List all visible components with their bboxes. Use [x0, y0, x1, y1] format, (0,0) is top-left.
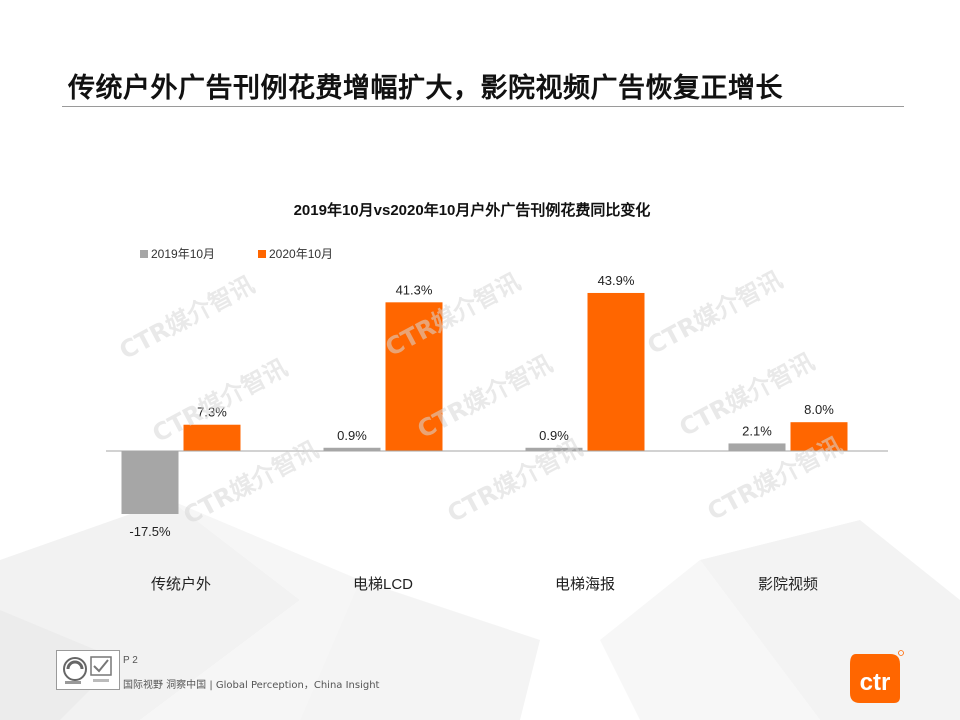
data-label-2019-0: -17.5% [129, 524, 171, 539]
footer-slogan: 国际视野 洞察中国 | Global Perception，China Insi… [123, 680, 380, 691]
category-label-0: 传统户外 [151, 576, 211, 593]
data-label-2019-2: 0.9% [539, 428, 569, 443]
page-title: 传统户外广告刊例花费增幅扩大，影院视频广告恢复正增长 [68, 73, 783, 104]
legend-swatch-2019 [140, 250, 148, 258]
chart-title: 2019年10月vs2020年10月户外广告刊例花费同比变化 [294, 201, 651, 219]
page-number: P 2 [123, 655, 138, 666]
certification-logos-icon [56, 650, 120, 690]
bar-2019-3 [728, 443, 786, 451]
bar-2019-2 [525, 447, 583, 451]
legend-swatch-2020 [258, 250, 266, 258]
bar-2020-3 [790, 422, 848, 451]
category-label-1: 电梯LCD [353, 576, 413, 593]
bar-2020-1 [385, 302, 443, 451]
bar-chart: 2019年10月vs2020年10月户外广告刊例花费同比变化 2019年10月 … [106, 201, 888, 593]
legend-label-2020: 2020年10月 [269, 247, 333, 261]
bar-2019-1 [323, 447, 381, 451]
bar-2019-0 [121, 451, 179, 514]
data-label-2019-1: 0.9% [337, 428, 367, 443]
data-label-2019-3: 2.1% [742, 423, 772, 438]
category-label-3: 影院视频 [758, 575, 818, 593]
ctr-logo-icon: ctr [850, 650, 904, 703]
bar-2020-2 [587, 292, 645, 451]
data-label-2020-1: 41.3% [396, 282, 433, 297]
title-divider [62, 106, 904, 107]
data-label-2020-2: 43.9% [598, 273, 635, 288]
legend-label-2019: 2019年10月 [151, 247, 215, 261]
data-label-2020-0: 7.3% [197, 405, 227, 420]
category-label-2: 电梯海报 [555, 576, 615, 593]
brand-text: ctr [860, 669, 891, 696]
data-label-2020-3: 8.0% [804, 402, 834, 417]
chart-legend: 2019年10月 2020年10月 [140, 247, 333, 261]
bar-2020-0 [183, 424, 241, 451]
